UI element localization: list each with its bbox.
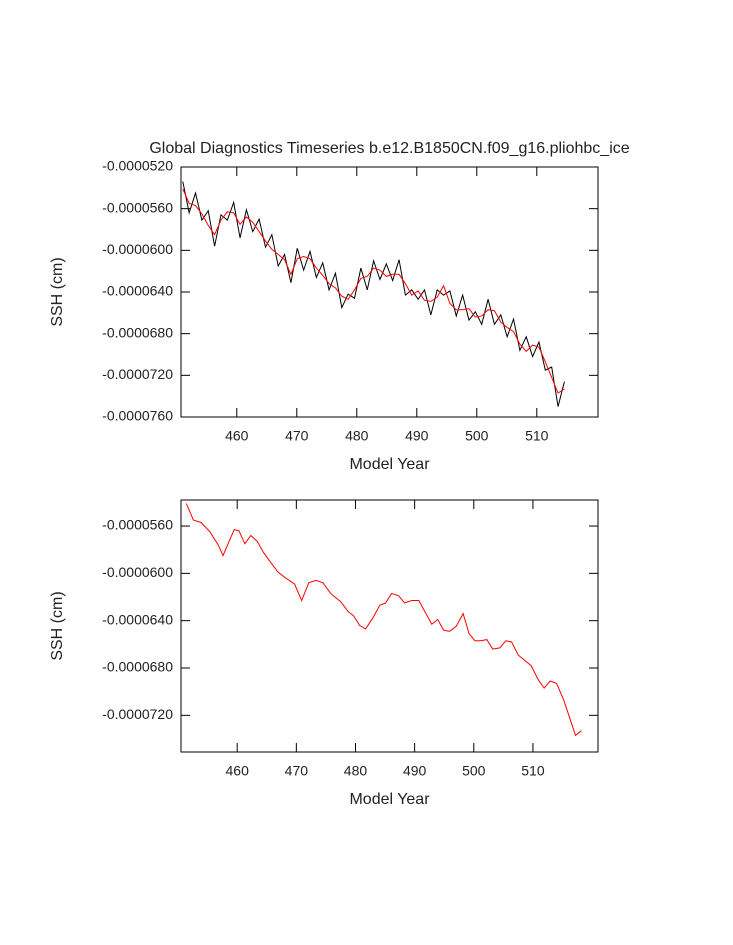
- y-tick-label: -0.0000720: [102, 366, 173, 382]
- x-tick-label: 510: [525, 428, 549, 444]
- x-axis-label: Model Year: [349, 791, 430, 808]
- plot-frame: [180, 166, 599, 418]
- y-tick-label: -0.0000520: [102, 158, 173, 174]
- y-tick-label: -0.0000680: [102, 324, 173, 340]
- y-tick-label: -0.0000720: [102, 706, 173, 722]
- chart-title: Global Diagnostics Timeseries b.e12.B185…: [149, 140, 629, 157]
- x-tick-label: 490: [403, 763, 427, 779]
- x-tick-label: 490: [405, 428, 429, 444]
- y-tick-label: -0.0000760: [102, 408, 173, 424]
- y-tick-label: -0.0000640: [102, 611, 173, 627]
- x-tick-label: 460: [225, 428, 249, 444]
- y-tick-label: -0.0000640: [102, 283, 173, 299]
- y-axis-label: SSH (cm): [49, 257, 66, 326]
- x-tick-label: 500: [465, 428, 489, 444]
- x-tick-label: 480: [344, 763, 368, 779]
- series-line: [185, 503, 582, 737]
- x-tick-label: 510: [521, 763, 545, 779]
- x-tick-label: 500: [462, 763, 486, 779]
- x-axis-label: Model Year: [349, 456, 430, 473]
- y-tick-label: -0.0000680: [102, 659, 173, 675]
- x-tick-label: 470: [285, 763, 309, 779]
- y-tick-label: -0.0000560: [102, 517, 173, 533]
- series-line: [182, 181, 565, 407]
- x-tick-label: 470: [285, 428, 309, 444]
- plot-frame: [180, 499, 599, 753]
- y-tick-label: -0.0000560: [102, 199, 173, 215]
- y-tick-label: -0.0000600: [102, 564, 173, 580]
- x-tick-label: 460: [226, 763, 250, 779]
- y-tick-label: -0.0000600: [102, 241, 173, 257]
- y-axis-label: SSH (cm): [49, 591, 66, 660]
- x-tick-label: 480: [345, 428, 369, 444]
- series-line: [182, 188, 565, 394]
